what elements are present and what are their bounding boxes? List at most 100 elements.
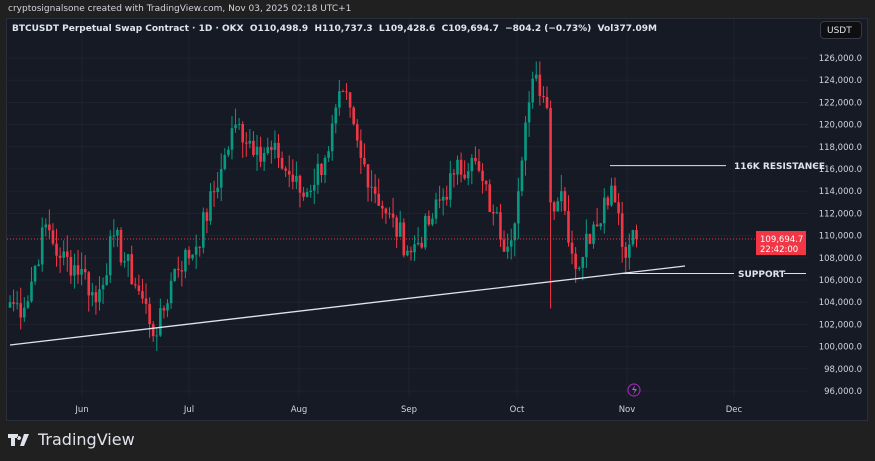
candle-body xyxy=(502,239,506,252)
candle-body xyxy=(58,255,62,258)
candle-body xyxy=(466,171,470,179)
candle-body xyxy=(295,175,298,182)
candle-body xyxy=(219,169,223,188)
candle-body xyxy=(187,249,191,259)
candle-body xyxy=(51,230,55,244)
lightning-glyph xyxy=(632,385,637,395)
candle-body xyxy=(595,224,599,227)
candle-body xyxy=(552,202,556,212)
candle-body xyxy=(169,280,173,304)
candle-body xyxy=(452,173,456,175)
candle-body xyxy=(184,249,187,272)
candle-body xyxy=(520,160,524,192)
candle-body xyxy=(434,199,438,219)
candle-body xyxy=(112,235,116,237)
candle-body xyxy=(398,222,402,237)
candle-body xyxy=(80,268,83,275)
candle-body xyxy=(624,246,628,258)
y-tick-label: 100,000.0 xyxy=(819,343,862,353)
candle-body xyxy=(313,184,316,191)
candle-body xyxy=(134,284,137,286)
candle-body xyxy=(542,95,545,98)
candle-body xyxy=(205,212,209,221)
x-tick-label: Jun xyxy=(74,405,88,415)
candle-body xyxy=(126,254,130,261)
candle-body xyxy=(216,187,219,193)
lightning-icon[interactable] xyxy=(627,383,641,397)
candle-body xyxy=(602,197,606,224)
candle-body xyxy=(495,212,499,214)
candle-body xyxy=(141,291,144,299)
chart-panel[interactable] xyxy=(6,18,868,421)
candle-body xyxy=(441,196,445,201)
candle-body xyxy=(101,284,105,290)
candle-body xyxy=(631,230,635,245)
candle-body xyxy=(488,184,492,212)
brand-name: TradingView xyxy=(38,430,135,449)
candle-body xyxy=(316,163,320,185)
candle-body xyxy=(23,307,26,318)
candle-body xyxy=(259,146,262,162)
y-tick-label: 126,000.0 xyxy=(819,54,862,64)
candle-body xyxy=(513,223,517,241)
y-tick-label: 124,000.0 xyxy=(819,76,862,86)
candle-body xyxy=(155,335,159,337)
candle-body xyxy=(431,218,434,225)
candle-body xyxy=(549,107,552,203)
y-tick-label: 102,000.0 xyxy=(819,320,862,330)
candle-body xyxy=(509,240,513,247)
candle-body xyxy=(176,268,180,271)
candle-body xyxy=(62,251,65,258)
candle-body xyxy=(570,242,574,254)
candle-body xyxy=(48,224,51,231)
candle-body xyxy=(202,212,205,248)
candle-body xyxy=(581,257,585,268)
candle-body xyxy=(244,142,248,144)
candle-body xyxy=(130,254,134,285)
candle-body xyxy=(144,298,148,304)
candle-body xyxy=(366,164,370,188)
candle-body xyxy=(359,140,363,158)
x-tick-label: Nov xyxy=(619,405,636,415)
candle-body xyxy=(148,303,151,325)
candle-body xyxy=(517,191,520,224)
y-tick-label: 120,000.0 xyxy=(819,121,862,131)
candle-body xyxy=(151,324,155,337)
currency-button[interactable]: USDT xyxy=(820,21,862,39)
candle-body xyxy=(69,256,73,276)
candle-body xyxy=(334,107,338,124)
y-tick-label: 112,000.0 xyxy=(819,209,862,219)
tradingview-logo: TradingView xyxy=(8,430,135,449)
candle-body xyxy=(266,147,270,154)
x-tick-label: Oct xyxy=(510,405,525,415)
candle-body xyxy=(377,193,381,206)
candle-body xyxy=(345,91,348,93)
candle-body xyxy=(277,142,280,158)
candle-body xyxy=(338,91,341,108)
candle-body xyxy=(492,211,495,214)
credit-text: cryptosignalsone created with TradingVie… xyxy=(8,4,352,14)
candle-body xyxy=(463,174,466,179)
candle-body xyxy=(26,301,30,308)
candle-body xyxy=(574,253,577,269)
candle-body xyxy=(65,251,69,257)
candle-body xyxy=(409,250,413,253)
candle-body xyxy=(123,260,126,263)
resistance-label: 116K RESISTANCE xyxy=(734,162,825,172)
candle-body xyxy=(252,140,255,155)
candle-body xyxy=(341,91,345,93)
candle-body xyxy=(613,185,617,203)
candle-body xyxy=(370,186,373,188)
candle-body xyxy=(545,97,549,108)
candle-body xyxy=(477,161,481,171)
candle-body xyxy=(105,275,108,285)
candle-body xyxy=(37,264,40,266)
candle-body xyxy=(499,212,502,240)
candle-body xyxy=(484,181,488,185)
candle-body xyxy=(445,196,449,200)
candle-body xyxy=(15,303,19,305)
candle-body xyxy=(395,217,398,237)
candle-body xyxy=(617,202,620,214)
candle-body xyxy=(108,236,112,276)
